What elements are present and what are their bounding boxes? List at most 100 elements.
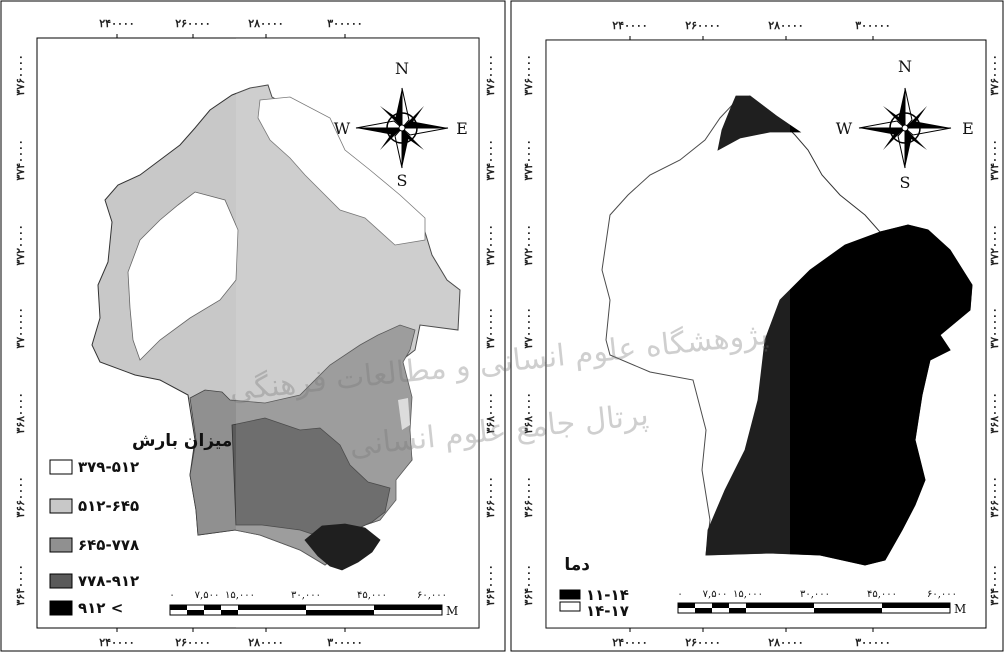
overlay-band — [236, 38, 479, 628]
legend-label: ۶۴۵-۷۷۸ — [78, 536, 139, 554]
y-tick-label-right: ۳۶۶۰۰۰۰ — [988, 476, 1001, 517]
y-tick-label-left: ۳۷۰۰۰۰۰ — [14, 307, 27, 348]
y-tick-label-left: ۳۷۴۰۰۰۰ — [522, 139, 535, 180]
compass-south-label: S — [900, 173, 911, 192]
north-arrow-icon — [858, 87, 952, 169]
legend: دما ۱۱-۱۴ ۱۴-۱۷ — [559, 555, 629, 620]
y-tick-label-right: ۳۶۴۰۰۰۰ — [988, 564, 1001, 605]
compass-east-label: E — [962, 119, 974, 138]
region-class-379-512 — [127, 191, 239, 361]
x-tick-label-top: ۲۴۰۰۰۰ — [99, 17, 134, 30]
legend-label: ۱۱-۱۴ — [586, 586, 629, 604]
y-tick-label-right: ۳۷۴۰۰۰۰ — [988, 139, 1001, 180]
scale-label: ۱۵,۰۰۰ — [733, 589, 763, 600]
y-tick-label-left: ۳۷۰۰۰۰۰ — [522, 307, 535, 348]
scale-label: ۰ — [169, 590, 174, 601]
scale-label: ۰ — [677, 589, 682, 600]
y-tick-label-left: ۳۷۲۰۰۰۰ — [522, 224, 535, 265]
x-tick-label-top: ۲۶۰۰۰۰ — [175, 17, 210, 30]
y-tick-label-right: ۳۶۶۰۰۰۰ — [484, 476, 497, 517]
region-class-11-14 — [705, 224, 973, 566]
x-tick-label-bottom: ۲۸۰۰۰۰ — [768, 636, 803, 649]
legend-label: ۳۷۹-۵۱۲ — [78, 458, 139, 476]
y-tick-label-left: ۳۶۶۰۰۰۰ — [14, 476, 27, 517]
compass-east-label: E — [456, 119, 468, 138]
region-class-above-912 — [304, 523, 381, 571]
scale-label: ۶۰,۰۰۰ — [927, 589, 957, 600]
x-tick-label-top: ۲۶۰۰۰۰ — [685, 19, 720, 32]
legend-swatch — [49, 600, 73, 616]
y-tick-label-left: ۳۷۶۰۰۰۰ — [14, 54, 27, 95]
x-tick-label-bottom: ۲۴۰۰۰۰ — [612, 636, 647, 649]
x-tick-label-bottom: ۳۰۰۰۰۰ — [327, 636, 362, 649]
y-tick-label-left: ۳۶۶۰۰۰۰ — [522, 476, 535, 517]
y-tick-label-right: ۳۶۸۰۰۰۰ — [988, 392, 1001, 433]
legend-label: ۷۷۸-۹۱۲ — [78, 572, 139, 590]
y-tick-label-right: ۳۷۶۰۰۰۰ — [484, 54, 497, 95]
y-tick-label-right: ۳۷۰۰۰۰۰ — [988, 307, 1001, 348]
y-tick-label-right: ۳۷۲۰۰۰۰ — [484, 224, 497, 265]
legend-swatch — [559, 601, 581, 612]
x-tick-label-top: ۳۰۰۰۰۰ — [855, 19, 890, 32]
y-tick-label-right: ۳۷۶۰۰۰۰ — [988, 54, 1001, 95]
north-arrow-icon — [355, 87, 449, 169]
y-tick-label-right: ۳۷۴۰۰۰۰ — [484, 139, 497, 180]
region-class-512-645 — [398, 398, 410, 430]
legend-label: ۹۱۲ < — [78, 599, 123, 617]
scale-label: ۳۰,۰۰۰ — [291, 590, 321, 601]
legend-swatch — [49, 498, 73, 514]
compass-north-label: N — [395, 59, 409, 78]
scale-bar: ۰ ۷,۵۰۰ ۱۵,۰۰۰ ۳۰,۰۰۰ ۴۵,۰۰۰ ۶۰,۰۰۰ M — [677, 589, 966, 616]
scale-label: ۶۰,۰۰۰ — [417, 590, 447, 601]
y-tick-label-left: ۳۶۴۰۰۰۰ — [522, 564, 535, 605]
scale-unit: M — [446, 604, 458, 618]
compass-south-label: S — [397, 171, 408, 190]
region-class-778-912 — [231, 417, 391, 546]
y-tick-label-right: ۳۶۸۰۰۰۰ — [484, 392, 497, 433]
region-class-379-512 — [257, 96, 426, 246]
y-tick-label-right: ۳۶۴۰۰۰۰ — [484, 564, 497, 605]
scale-label: ۷,۵۰۰ — [703, 589, 728, 600]
compass-west-label: W — [836, 119, 853, 138]
scale-label: ۴۵,۰۰۰ — [357, 590, 387, 601]
x-tick-label-top: ۳۰۰۰۰۰ — [327, 17, 362, 30]
x-tick-label-top: ۲۸۰۰۰۰ — [248, 17, 283, 30]
overlay-band — [546, 40, 790, 628]
legend-label: ۵۱۲-۶۴۵ — [78, 497, 139, 515]
precipitation-map-canvas: ۲۴۰۰۰۰ ۲۶۰۰۰۰ ۲۸۰۰۰۰ ۳۰۰۰۰۰ ۲۴۰۰۰۰ ۲۶۰۰۰… — [0, 0, 506, 652]
y-tick-label-right: ۳۷۲۰۰۰۰ — [988, 224, 1001, 265]
y-tick-label-left: ۳۷۶۰۰۰۰ — [522, 54, 535, 95]
y-tick-label-right: ۳۷۰۰۰۰۰ — [484, 307, 497, 348]
legend-swatch — [49, 537, 73, 553]
scale-label: ۳۰,۰۰۰ — [800, 589, 830, 600]
y-tick-label-left: ۳۶۸۰۰۰۰ — [14, 392, 27, 433]
y-tick-label-left: ۳۶۸۰۰۰۰ — [522, 392, 535, 433]
legend-swatch — [559, 589, 581, 600]
region-class-11-14 — [717, 95, 802, 151]
legend-swatch — [49, 573, 73, 589]
temperature-map-canvas: ۲۴۰۰۰۰ ۲۶۰۰۰۰ ۲۸۰۰۰۰ ۳۰۰۰۰۰ ۲۴۰۰۰۰ ۲۶۰۰۰… — [510, 0, 1004, 652]
legend-label: ۱۴-۱۷ — [586, 602, 629, 620]
x-tick-label-bottom: ۲۶۰۰۰۰ — [175, 636, 210, 649]
y-tick-label-left: ۳۷۲۰۰۰۰ — [14, 224, 27, 265]
precipitation-map-panel: ۲۴۰۰۰۰ ۲۶۰۰۰۰ ۲۸۰۰۰۰ ۳۰۰۰۰۰ ۲۴۰۰۰۰ ۲۶۰۰۰… — [0, 0, 506, 652]
x-tick-label-bottom: ۳۰۰۰۰۰ — [855, 636, 890, 649]
x-tick-label-bottom: ۲۸۰۰۰۰ — [248, 636, 283, 649]
compass-north-label: N — [898, 57, 912, 76]
legend-title: دما — [564, 555, 590, 575]
x-tick-label-top: ۲۸۰۰۰۰ — [768, 19, 803, 32]
y-tick-label-left: ۳۷۴۰۰۰۰ — [14, 139, 27, 180]
scale-unit: M — [954, 602, 966, 616]
scale-bar: ۰ ۷,۵۰۰ ۱۵,۰۰۰ ۳۰,۰۰۰ ۴۵,۰۰۰ ۶۰,۰۰۰ M — [169, 590, 458, 618]
x-tick-label-bottom: ۲۴۰۰۰۰ — [99, 636, 134, 649]
legend: میزان بارش ۳۷۹-۵۱۲ ۵۱۲-۶۴۵ ۶۴۵-۷۷۸ ۷۷۸-۹… — [49, 431, 232, 617]
scale-label: ۱۵,۰۰۰ — [225, 590, 255, 601]
legend-swatch — [49, 459, 73, 475]
compass-west-label: W — [334, 119, 351, 138]
scale-label: ۷,۵۰۰ — [195, 590, 220, 601]
legend-title: میزان بارش — [132, 431, 232, 451]
scale-label: ۴۵,۰۰۰ — [867, 589, 897, 600]
x-tick-label-bottom: ۲۶۰۰۰۰ — [685, 636, 720, 649]
x-tick-label-top: ۲۴۰۰۰۰ — [612, 19, 647, 32]
temperature-map-panel: ۲۴۰۰۰۰ ۲۶۰۰۰۰ ۲۸۰۰۰۰ ۳۰۰۰۰۰ ۲۴۰۰۰۰ ۲۶۰۰۰… — [510, 0, 1004, 652]
